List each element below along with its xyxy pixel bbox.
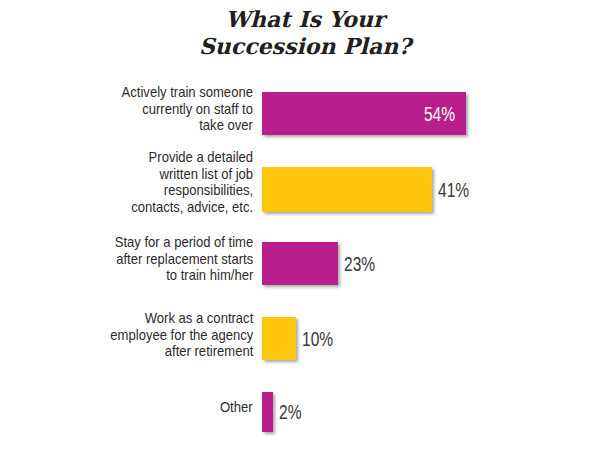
category-label: Provide a detailedwritten list of jobres… bbox=[131, 149, 253, 215]
bar bbox=[262, 317, 296, 360]
category-label: Stay for a period of timeafter replaceme… bbox=[114, 234, 253, 284]
value-label: 41% bbox=[438, 178, 469, 202]
category-label: Work as a contractemployee for the agenc… bbox=[110, 310, 253, 360]
bar bbox=[262, 167, 432, 212]
category-label: Actively train someonecurrently on staff… bbox=[122, 84, 253, 134]
bar: 54% bbox=[262, 92, 466, 135]
category-label: Other bbox=[220, 399, 253, 416]
bar bbox=[262, 392, 273, 432]
value-label: 10% bbox=[302, 327, 333, 351]
value-label: 23% bbox=[344, 252, 375, 276]
value-label: 54% bbox=[424, 102, 455, 126]
value-label: 2% bbox=[279, 400, 301, 424]
bar bbox=[262, 242, 338, 285]
bar-chart: Actively train someonecurrently on staff… bbox=[0, 0, 600, 450]
